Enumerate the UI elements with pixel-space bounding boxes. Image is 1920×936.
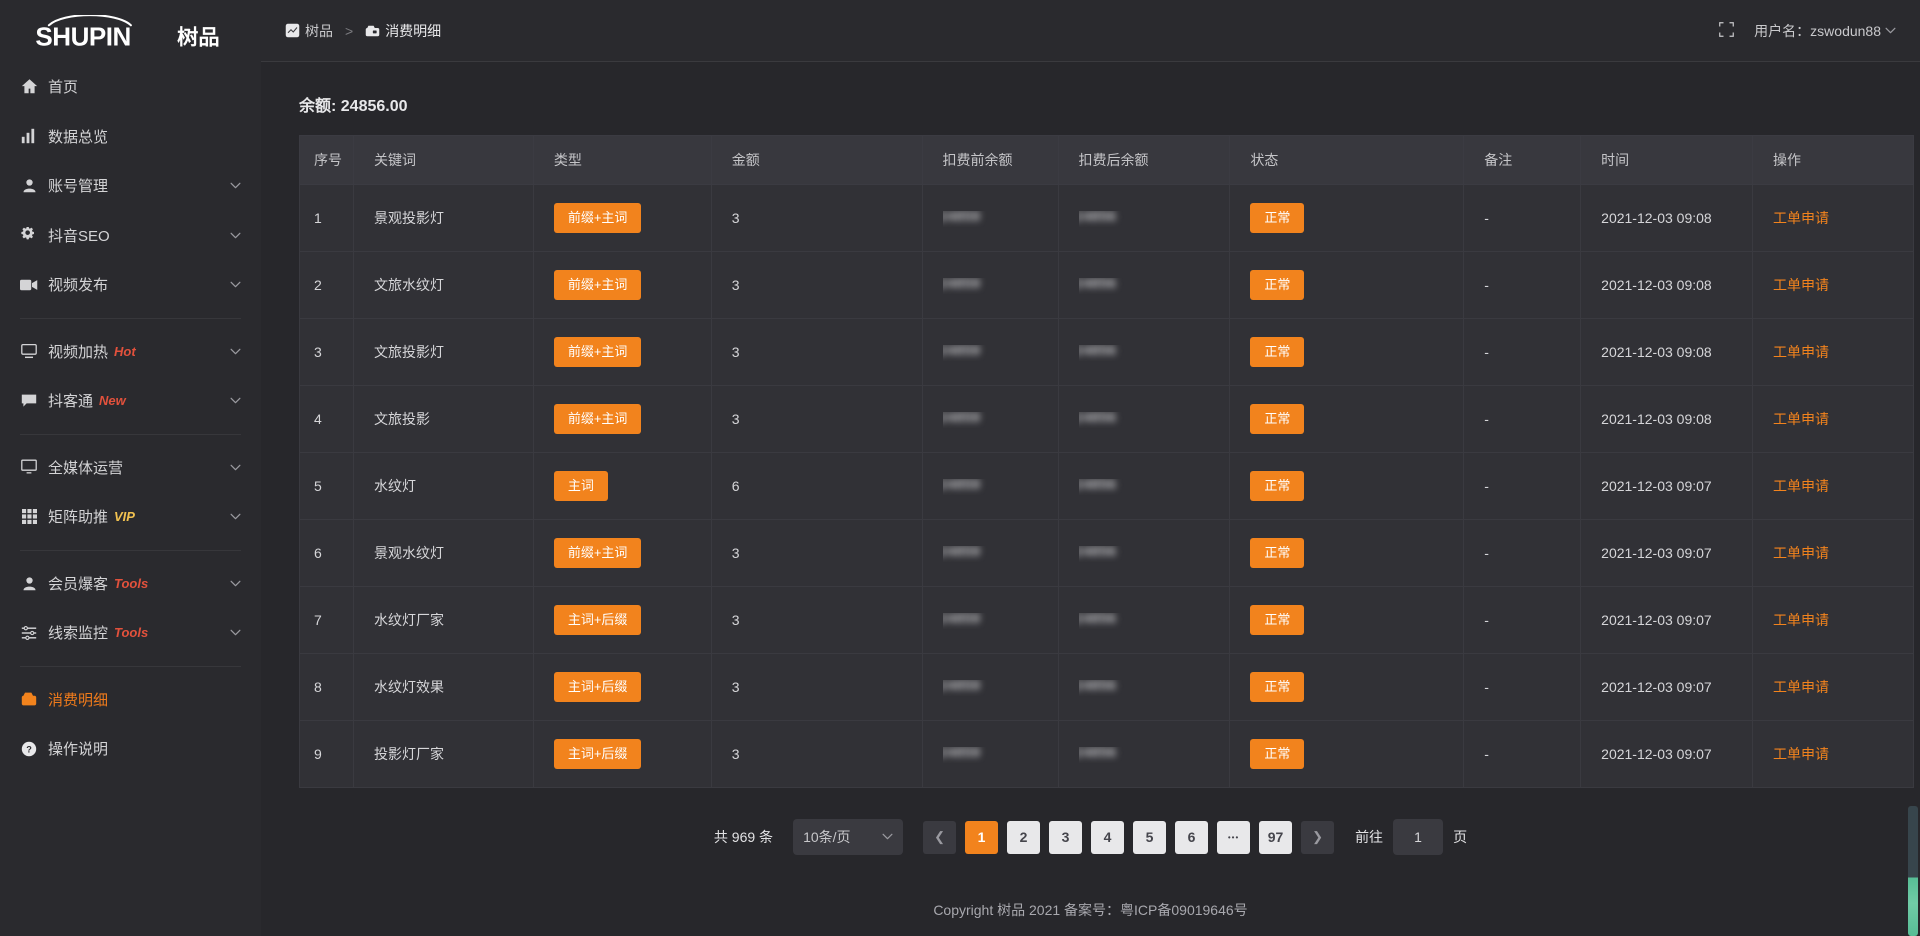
svg-text:SHUPIN: SHUPIN [35,21,130,47]
svg-text:?: ? [26,744,32,754]
svg-text:树品: 树品 [177,24,219,47]
